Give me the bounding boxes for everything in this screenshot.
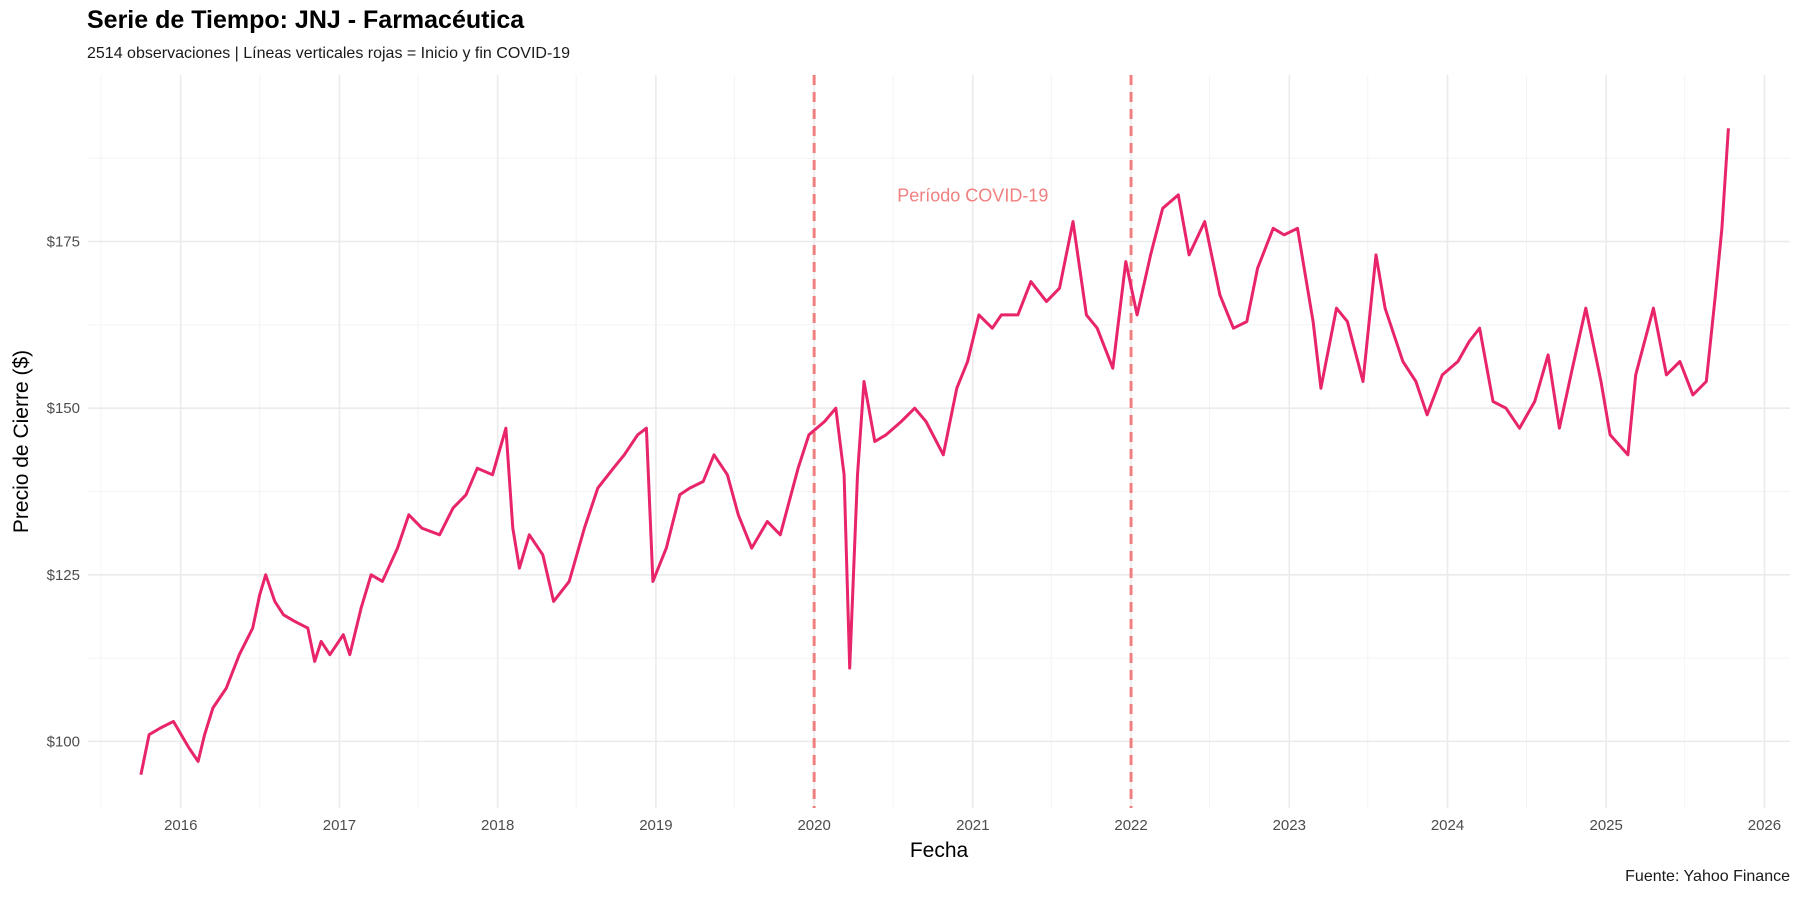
covid-vertical-lines xyxy=(812,75,1133,808)
x-tick-label: 2026 xyxy=(1748,817,1781,834)
x-tick-label: 2017 xyxy=(323,817,356,834)
x-tick-label: 2020 xyxy=(797,817,830,834)
y-axis-tick-labels: $100 $125 $150 $175 xyxy=(47,234,80,751)
x-tick-label: 2021 xyxy=(956,817,989,834)
x-tick-label: 2024 xyxy=(1431,817,1464,834)
chart-subtitle: 2514 observaciones | Líneas verticales r… xyxy=(87,45,571,62)
minor-gridlines xyxy=(88,75,1790,808)
covid-period-annotation: Período COVID-19 xyxy=(897,186,1048,206)
y-axis-title: Precio de Cierre ($) xyxy=(10,350,33,533)
price-series-line xyxy=(139,128,1730,776)
x-tick-label: 2022 xyxy=(1114,817,1147,834)
y-tick-label: $175 xyxy=(47,234,80,251)
x-tick-label: 2016 xyxy=(164,817,197,834)
x-tick-label: 2023 xyxy=(1273,817,1306,834)
x-tick-label: 2019 xyxy=(639,817,672,834)
x-tick-label: 2025 xyxy=(1590,817,1623,834)
y-tick-label: $100 xyxy=(47,733,80,750)
y-tick-label: $150 xyxy=(47,400,80,417)
x-tick-label: 2018 xyxy=(481,817,514,834)
x-axis-title: Fecha xyxy=(910,839,969,862)
chart-caption: Fuente: Yahoo Finance xyxy=(1625,868,1790,885)
y-tick-label: $125 xyxy=(47,567,80,584)
chart-title: Serie de Tiempo: JNJ - Farmacéutica xyxy=(87,6,525,34)
x-axis-tick-labels: 2016 2017 2018 2019 2020 2021 2022 2023 2024 2025… xyxy=(164,817,1781,834)
